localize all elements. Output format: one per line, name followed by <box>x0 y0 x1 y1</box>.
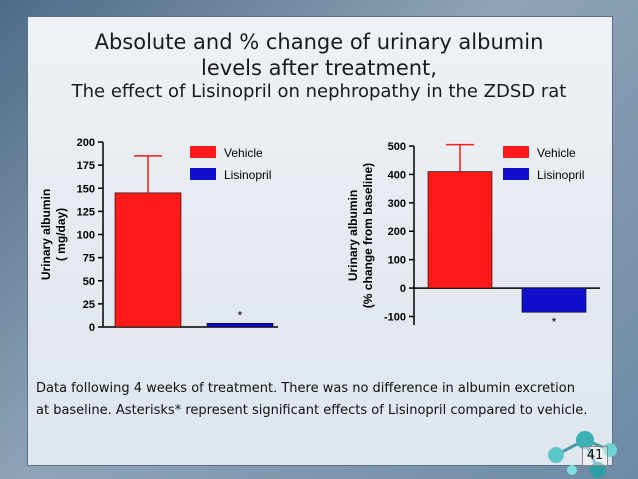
abs-y-label-line1: Urinary albumin <box>39 189 53 280</box>
abs-legend-swatch-lisinopril <box>190 168 216 180</box>
abs-y-label: Urinary albumin( mg/day) <box>39 189 68 280</box>
abs-y-tick-label: 50 <box>83 276 95 288</box>
abs-legend-label-vehicle: Vehicle <box>224 146 263 160</box>
pct-legend-label-lisinopril: Lisinopril <box>537 168 584 182</box>
pct-legend-swatch-vehicle <box>503 146 529 158</box>
abs-legend-label-lisinopril: Lisinopril <box>224 168 271 182</box>
pct-bar-vehicle <box>427 171 493 289</box>
abs-bar-lisinopril <box>206 322 274 328</box>
abs-y-tick-label: 75 <box>83 253 95 265</box>
pct-y-tick-label: -100 <box>384 311 406 323</box>
pct-y-tick-label: 500 <box>388 141 406 153</box>
pct-y-tick-label: 200 <box>388 226 406 238</box>
pct-y-tick-label: 300 <box>388 198 406 210</box>
footnote-line1: Data following 4 weeks of treatment. The… <box>36 381 575 396</box>
abs-y-tick-label: 200 <box>77 137 95 149</box>
abs-legend-swatch-vehicle <box>190 146 216 158</box>
pct-bar-lisinopril <box>521 287 587 313</box>
slide-subtitle: The effect of Lisinopril on nephropathy … <box>71 81 567 102</box>
abs-significance-asterisk: * <box>238 308 243 322</box>
page-number: 41 <box>582 446 608 466</box>
pct-y-label-line1: Urinary albumin <box>346 190 360 281</box>
footnote-line2: at baseline. Asterisks* represent signif… <box>36 403 588 418</box>
abs-y-tick-label: 125 <box>77 206 95 218</box>
abs-y-tick-label: 150 <box>77 183 95 195</box>
abs-y-tick-label: 0 <box>89 322 95 334</box>
pct-y-tick-label: 400 <box>388 169 406 181</box>
pct-significance-asterisk: * <box>552 315 557 329</box>
pct-y-tick-label: 0 <box>400 283 406 295</box>
pct-y-tick-label: 100 <box>388 255 406 267</box>
abs-y-label-line2: ( mg/day) <box>54 208 68 261</box>
abs-y-tick-label: 175 <box>77 160 95 172</box>
slide-title-line1: Absolute and % change of urinary albumin <box>94 30 544 54</box>
pct-y-label: Urinary albumin (% change from baseline) <box>346 163 375 308</box>
footnote: Data following 4 weeks of treatment. The… <box>36 378 606 422</box>
pct-y-label-line2: (% change from baseline) <box>361 163 375 308</box>
abs-y-tick-label: 25 <box>83 299 95 311</box>
pct-legend-swatch-lisinopril <box>503 168 529 180</box>
slide-title-line2: levels after treatment, <box>201 56 437 80</box>
abs-y-tick-label: 100 <box>77 230 95 242</box>
pct-legend-label-vehicle: Vehicle <box>537 146 576 160</box>
molecule-icon <box>548 431 617 478</box>
abs-bar-vehicle <box>114 192 182 328</box>
